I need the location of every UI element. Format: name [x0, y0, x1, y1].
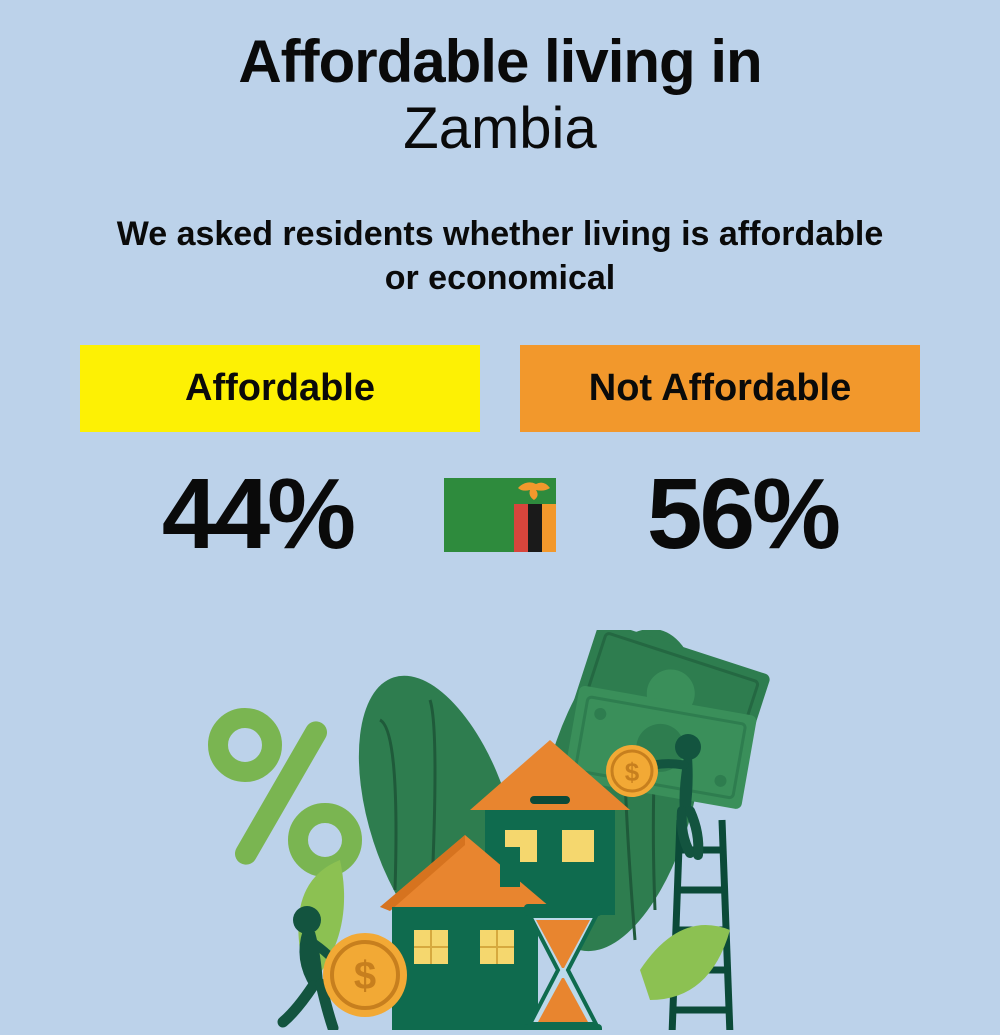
- svg-text:$: $: [625, 757, 640, 787]
- title-line2: Zambia: [70, 95, 930, 162]
- badge-row: Affordable Not Affordable: [70, 345, 930, 432]
- pct-not-affordable: 56%: [565, 457, 920, 572]
- badge-not-affordable: Not Affordable: [520, 345, 920, 432]
- subtitle: We asked residents whether living is aff…: [70, 212, 930, 300]
- flag-zambia: [435, 478, 565, 552]
- pct-affordable: 44%: [80, 457, 435, 572]
- svg-text:$: $: [354, 954, 376, 998]
- title-line1: Affordable living in: [70, 30, 930, 93]
- percent-icon: [218, 717, 352, 868]
- badge-affordable: Affordable: [80, 345, 480, 432]
- savings-illustration: $ $: [180, 630, 820, 1030]
- flag-icon: [444, 478, 556, 552]
- percent-row: 44% 56%: [70, 457, 930, 572]
